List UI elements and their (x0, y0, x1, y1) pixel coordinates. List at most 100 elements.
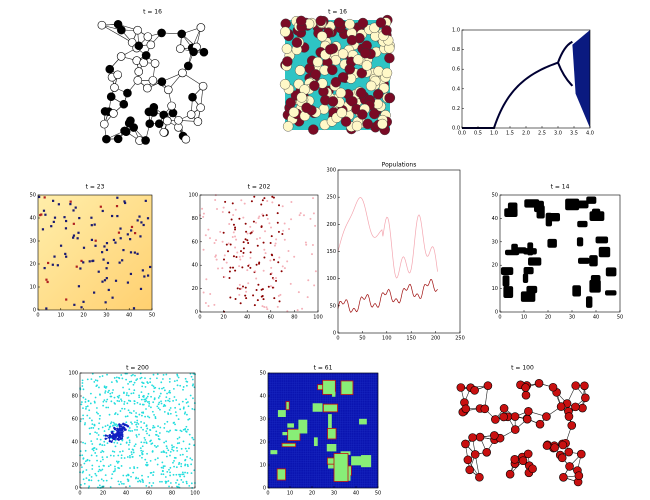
particle (163, 441, 166, 444)
node (97, 20, 107, 30)
particle (93, 400, 96, 403)
particle (101, 456, 104, 459)
particle (128, 439, 131, 442)
agent (94, 244, 97, 247)
particle (84, 449, 87, 452)
particle (90, 479, 93, 482)
agent (228, 222, 231, 225)
particle (99, 393, 101, 396)
x-tick-label: 60 (146, 491, 152, 497)
particle (124, 415, 127, 418)
node (148, 76, 158, 85)
node (188, 92, 197, 102)
particle (146, 464, 148, 467)
particle (133, 402, 136, 405)
particle (80, 484, 82, 486)
agent (129, 238, 132, 241)
particle (127, 479, 130, 482)
particle (151, 450, 154, 453)
particle (143, 422, 146, 424)
particle (131, 455, 134, 458)
particle (150, 471, 153, 474)
agent (79, 267, 82, 270)
particle (82, 470, 85, 473)
particle (150, 484, 153, 487)
particle (178, 483, 180, 486)
particle (163, 465, 166, 467)
particle (98, 422, 101, 425)
particle (137, 477, 140, 480)
agent (69, 202, 72, 206)
agent (375, 17, 387, 28)
particle (188, 417, 191, 420)
particle (88, 479, 90, 482)
x-tick-label: 40 (123, 491, 129, 497)
chaos (572, 30, 590, 128)
blob (604, 290, 617, 296)
agent (369, 108, 380, 120)
particle (175, 473, 178, 476)
x-tick-label: 20 (220, 315, 226, 321)
particle (155, 446, 158, 448)
agent (240, 287, 243, 290)
agent (234, 298, 237, 301)
y-tick-label: 40 (492, 216, 498, 222)
particle (94, 472, 97, 475)
particle (113, 450, 116, 453)
agent (228, 270, 231, 273)
particle (158, 401, 161, 404)
particle (119, 443, 122, 446)
particle (86, 459, 88, 462)
particle (157, 407, 160, 410)
agent (72, 222, 75, 225)
agent (214, 255, 217, 258)
particle (112, 425, 114, 427)
particle (106, 442, 109, 445)
particle (192, 397, 194, 400)
node (144, 107, 154, 117)
particle (96, 379, 99, 382)
agent (275, 276, 278, 279)
particle (136, 421, 138, 424)
particle (138, 454, 141, 457)
node (461, 404, 471, 414)
particle (133, 400, 136, 402)
node (556, 402, 566, 411)
agent (228, 276, 231, 279)
particle (106, 398, 109, 401)
node (196, 103, 205, 112)
particle (172, 449, 175, 452)
x-tick-label: 0 (78, 491, 81, 497)
node (110, 83, 119, 92)
particle (109, 486, 112, 488)
particle (178, 442, 181, 444)
agent (208, 237, 211, 240)
agent (97, 270, 100, 273)
agent (270, 266, 273, 269)
population-line (337, 278, 438, 313)
agent (288, 227, 291, 230)
y-tick-label: 0.6 (452, 67, 460, 73)
particle (83, 423, 86, 426)
agent (82, 261, 85, 264)
particle (133, 466, 135, 468)
agent (301, 307, 304, 310)
y-tick-label: 250 (326, 195, 336, 201)
particle (145, 441, 148, 444)
particle (176, 384, 179, 387)
particle (146, 432, 148, 435)
particle (94, 379, 97, 382)
particle (126, 437, 129, 439)
x-tick-label: 0.0 (458, 131, 466, 137)
patch (270, 450, 278, 455)
particle (145, 430, 148, 433)
agent (289, 282, 292, 285)
agent (261, 288, 264, 291)
node (177, 29, 186, 39)
node (116, 52, 126, 61)
particle (131, 423, 133, 425)
blob (585, 296, 593, 308)
y-tick-label: 10 (30, 285, 36, 291)
node (143, 32, 153, 41)
agent (270, 226, 273, 229)
